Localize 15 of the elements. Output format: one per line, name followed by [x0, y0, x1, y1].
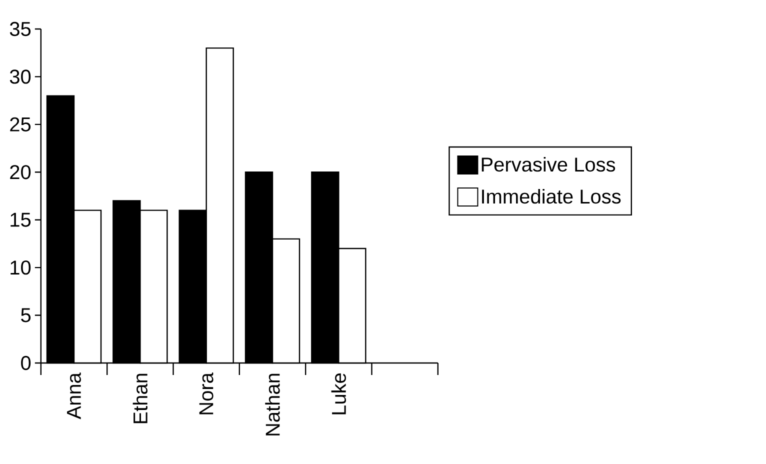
legend-label: Pervasive Loss [482, 156, 616, 172]
y-tick-label: 30 [10, 70, 31, 84]
x-tick-label: Luke [331, 373, 346, 414]
y-tick-label: 15 [10, 212, 31, 227]
x-tick-label: Nora [199, 372, 214, 414]
y-tick-label: 10 [10, 260, 31, 275]
legend-label: Immediate Loss [482, 188, 621, 204]
y-tick-label: 35 [10, 22, 31, 36]
y-tick-label: 5 [21, 308, 31, 322]
y-tick-label: 0 [21, 356, 31, 370]
y-tick-label: 20 [10, 165, 31, 180]
x-tick-label: Nathan [265, 374, 280, 436]
y-tick-label: 25 [10, 117, 31, 132]
x-tick-label: Anna [67, 372, 81, 420]
x-tick-label: Ethan [132, 374, 148, 424]
